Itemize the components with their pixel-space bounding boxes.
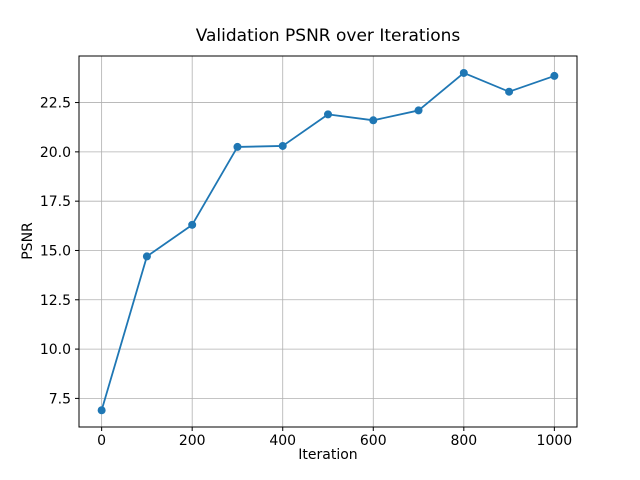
chart-title: Validation PSNR over Iterations: [195, 26, 461, 46]
data-point-marker: [369, 116, 378, 125]
data-point-marker: [233, 142, 242, 151]
y-tick-label: 22.5: [40, 96, 71, 112]
series-line: [100, 72, 556, 412]
data-point-marker: [505, 87, 514, 96]
y-tick-label: 17.5: [40, 194, 71, 210]
data-point-marker: [414, 106, 423, 115]
x-tick-label: 400: [269, 433, 296, 449]
x-tick-label: 200: [179, 433, 206, 449]
y-tick-label: 10.0: [40, 342, 71, 358]
data-point-marker: [459, 68, 468, 77]
y-tick-label: 7.5: [49, 391, 71, 407]
plot-border: [78, 55, 578, 428]
y-axis-label: PSNR: [20, 222, 36, 260]
y-tick-label: 15.0: [40, 243, 71, 259]
y-tick-label: 20.0: [40, 145, 71, 161]
x-tick-label: 800: [450, 433, 477, 449]
data-point-marker: [278, 141, 287, 150]
x-axis-label: Iteration: [298, 447, 358, 463]
x-tick-label: 600: [360, 433, 387, 449]
data-point-marker: [97, 406, 106, 415]
x-tick-label: 1000: [537, 433, 573, 449]
x-tick-label: 0: [97, 433, 106, 449]
data-point-marker: [142, 252, 151, 261]
y-tick-label: 12.5: [40, 293, 71, 309]
data-point-marker: [324, 110, 332, 119]
data-point-marker: [550, 71, 559, 80]
data-point-marker: [188, 220, 197, 229]
